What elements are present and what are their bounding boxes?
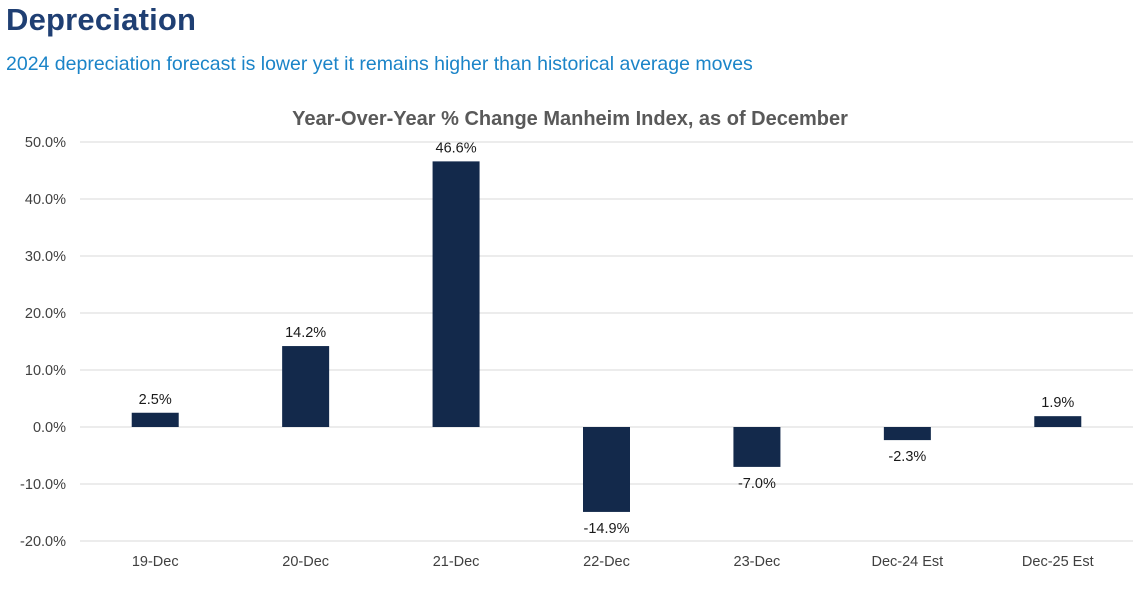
bar	[131, 412, 179, 427]
bar	[1034, 416, 1082, 427]
chart-title: Year-Over-Year % Change Manheim Index, a…	[292, 108, 848, 130]
bar	[883, 427, 931, 441]
data-label: 46.6%	[436, 140, 477, 156]
data-label: 2.5%	[139, 392, 172, 408]
x-axis-tick-labels: 19-Dec 20-Dec 21-Dec 22-Dec 23-Dec Dec-24 Est…	[132, 554, 1094, 570]
x-tick-label: Dec-24 Est	[871, 554, 943, 570]
x-tick-label: 20-Dec	[282, 554, 329, 570]
bar	[583, 427, 630, 512]
data-labels: 2.5% 14.2% 46.6% -14.9% -7.0% -2.3% 1.9%	[139, 140, 1075, 537]
data-label: 14.2%	[285, 325, 326, 341]
bar	[432, 161, 480, 427]
data-label: -2.3%	[888, 449, 926, 465]
x-tick-label: 22-Dec	[583, 554, 630, 570]
page-subtitle: 2024 depreciation forecast is lower yet …	[6, 53, 753, 75]
data-label: -14.9%	[584, 521, 630, 537]
bars	[131, 161, 1082, 512]
bar	[282, 346, 330, 427]
y-tick-label: 0.0%	[33, 420, 66, 436]
y-tick-label: -10.0%	[20, 477, 66, 493]
y-tick-label: 20.0%	[25, 306, 66, 322]
x-tick-label: 19-Dec	[132, 554, 179, 570]
y-tick-label: 30.0%	[25, 249, 66, 265]
y-tick-label: 50.0%	[25, 135, 66, 151]
x-tick-label: 23-Dec	[734, 554, 781, 570]
x-tick-label: Dec-25 Est	[1022, 554, 1094, 570]
bar	[733, 427, 781, 467]
data-label: -7.0%	[738, 476, 776, 492]
y-tick-label: 40.0%	[25, 192, 66, 208]
y-axis-tick-labels: 50.0% 40.0% 30.0% 20.0% 10.0% 0.0% -10.0% -20.0…	[20, 135, 66, 550]
y-tick-label: -20.0%	[20, 534, 66, 550]
data-label: 1.9%	[1041, 395, 1074, 411]
y-tick-label: 10.0%	[25, 363, 66, 379]
x-tick-label: 21-Dec	[433, 554, 480, 570]
page-title: Depreciation	[6, 2, 197, 37]
